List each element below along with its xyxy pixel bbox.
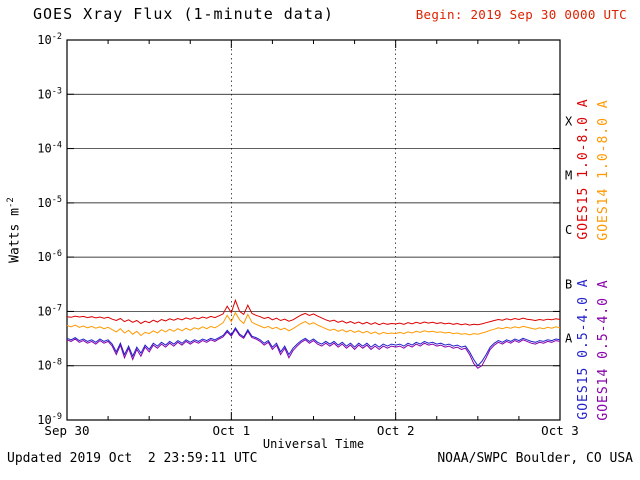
y-tick-label: 10-3 bbox=[37, 86, 62, 101]
y-tick-label: 10-8 bbox=[37, 358, 62, 373]
legend-goes14-long: GOES14 1.0-8.0 A bbox=[596, 99, 611, 241]
flare-class-label: M bbox=[565, 169, 572, 183]
plot-frame bbox=[66, 39, 561, 421]
x-tick-label: Oct 3 bbox=[541, 423, 579, 438]
legend-goes14-short: GOES14 0.5-4.0 A bbox=[596, 279, 611, 421]
flare-class-label: X bbox=[565, 114, 573, 128]
credit-label: NOAA/SWPC Boulder, CO USA bbox=[437, 451, 633, 466]
legend-goes15-short: GOES15 0.5-4.0 A bbox=[576, 278, 591, 420]
y-tick-label: 10-7 bbox=[37, 303, 62, 318]
x-tick-label: Oct 1 bbox=[213, 423, 251, 438]
y-tick-label: 10-6 bbox=[37, 249, 62, 264]
legend-goes15-long: GOES15 1.0-8.0 A bbox=[576, 98, 591, 240]
series-goes14-1-0-8-0-a bbox=[66, 311, 561, 337]
y-tick-label: 10-4 bbox=[37, 141, 62, 156]
x-tick-label: Sep 30 bbox=[44, 423, 89, 438]
flare-class-label: B bbox=[565, 277, 572, 291]
x-axis-label: Universal Time bbox=[262, 437, 365, 451]
begin-timestamp-label: Begin: 2019 Sep 30 0000 UTC bbox=[415, 7, 627, 22]
y-tick-label: 10-5 bbox=[37, 195, 62, 210]
y-tick-label: 10-9 bbox=[37, 412, 62, 427]
series-goes15-0-5-4-0-a bbox=[66, 326, 561, 367]
flare-class-label: A bbox=[565, 332, 573, 346]
updated-timestamp: Updated 2019 Oct 2 23:59:11 UTC bbox=[7, 451, 258, 466]
series-goes14-0-5-4-0-a bbox=[66, 328, 561, 369]
series-goes15-1-0-8-0-a bbox=[66, 298, 561, 326]
x-tick-label: Oct 2 bbox=[377, 423, 415, 438]
y-tick-label: 10-2 bbox=[37, 32, 62, 47]
flare-class-label: C bbox=[565, 223, 572, 237]
chart-title: GOES Xray Flux (1-minute data) bbox=[33, 5, 334, 23]
